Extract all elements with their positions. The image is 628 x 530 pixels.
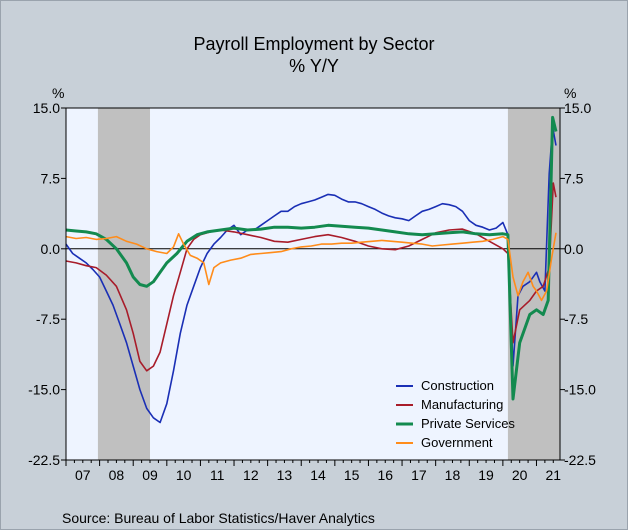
y-tick-label-left: 15.0: [33, 100, 60, 116]
x-tick-label: 11: [210, 467, 225, 483]
y-tick-label-right: -22.5: [564, 452, 596, 468]
x-tick-label: 15: [344, 467, 360, 483]
x-tick-label: 13: [277, 467, 293, 483]
y-axis-label-left: %: [52, 85, 64, 101]
y-tick-label-right: 15.0: [564, 100, 591, 116]
y-tick-label-right: 0.0: [564, 241, 584, 257]
series-line-private-services: [65, 115, 558, 401]
y-axis-label-right: %: [564, 85, 576, 101]
x-tick-label: 19: [478, 467, 494, 483]
x-tick-label: 18: [445, 467, 461, 483]
source-note: Source: Bureau of Labor Statistics/Haver…: [62, 510, 375, 526]
y-tick-label-left: 7.5: [41, 170, 61, 186]
legend-label: Manufacturing: [421, 397, 503, 412]
legend: Construction Manufacturing Private Service…: [396, 378, 515, 450]
x-tick-label: 16: [377, 467, 393, 483]
axes: 15.0 15.0 7.5 7.5 0.0 0.0 -7.5 -7.5 -15.0 -15.0 -2…: [28, 100, 596, 483]
series-line-construction: [65, 126, 557, 424]
x-tick-label: 12: [243, 467, 259, 483]
y-tick-label-left: -7.5: [36, 311, 60, 327]
y-tick-label-right: 7.5: [564, 170, 584, 186]
x-tick-label: 08: [109, 467, 125, 483]
y-tick-label-left: 0.0: [41, 241, 61, 257]
y-tick-label-left: -15.0: [28, 382, 60, 398]
x-tick-label: 20: [512, 467, 528, 483]
legend-label: Private Services: [421, 416, 515, 431]
series-line-government: [65, 232, 557, 302]
legend-label: Construction: [421, 378, 494, 393]
plot-border: [65, 107, 561, 461]
x-tick-label: 14: [310, 467, 326, 483]
chart-title: Payroll Employment by Sector: [193, 34, 435, 54]
series-group: [65, 115, 558, 424]
x-tick-label: 09: [142, 467, 158, 483]
x-tick-label: 07: [75, 467, 91, 483]
chart-subtitle: % Y/Y: [289, 56, 339, 76]
x-tick-label: 10: [176, 467, 192, 483]
y-tick-label-right: -15.0: [564, 382, 596, 398]
y-tick-label-right: -7.5: [564, 311, 588, 327]
x-tick-label: 21: [545, 467, 561, 483]
legend-label: Government: [421, 435, 493, 450]
x-tick-label: 17: [411, 467, 427, 483]
y-tick-label-left: -22.5: [28, 452, 60, 468]
